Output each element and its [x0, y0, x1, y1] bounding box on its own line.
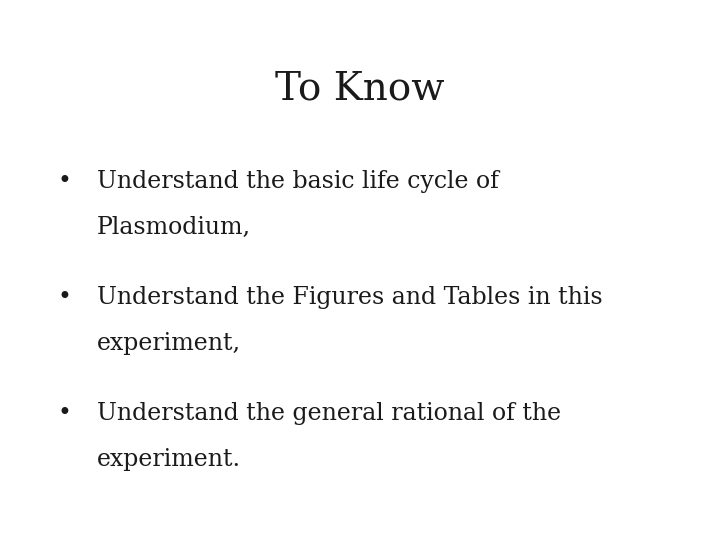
- Text: •: •: [58, 402, 72, 426]
- Text: experiment.: experiment.: [97, 448, 241, 471]
- Text: •: •: [58, 286, 72, 309]
- Text: •: •: [58, 170, 72, 193]
- Text: Understand the basic life cycle of: Understand the basic life cycle of: [97, 170, 499, 193]
- Text: Understand the Figures and Tables in this: Understand the Figures and Tables in thi…: [97, 286, 603, 309]
- Text: To Know: To Know: [275, 70, 445, 107]
- Text: Understand the general rational of the: Understand the general rational of the: [97, 402, 562, 426]
- Text: Plasmodium,: Plasmodium,: [97, 216, 251, 239]
- Text: experiment,: experiment,: [97, 332, 241, 355]
